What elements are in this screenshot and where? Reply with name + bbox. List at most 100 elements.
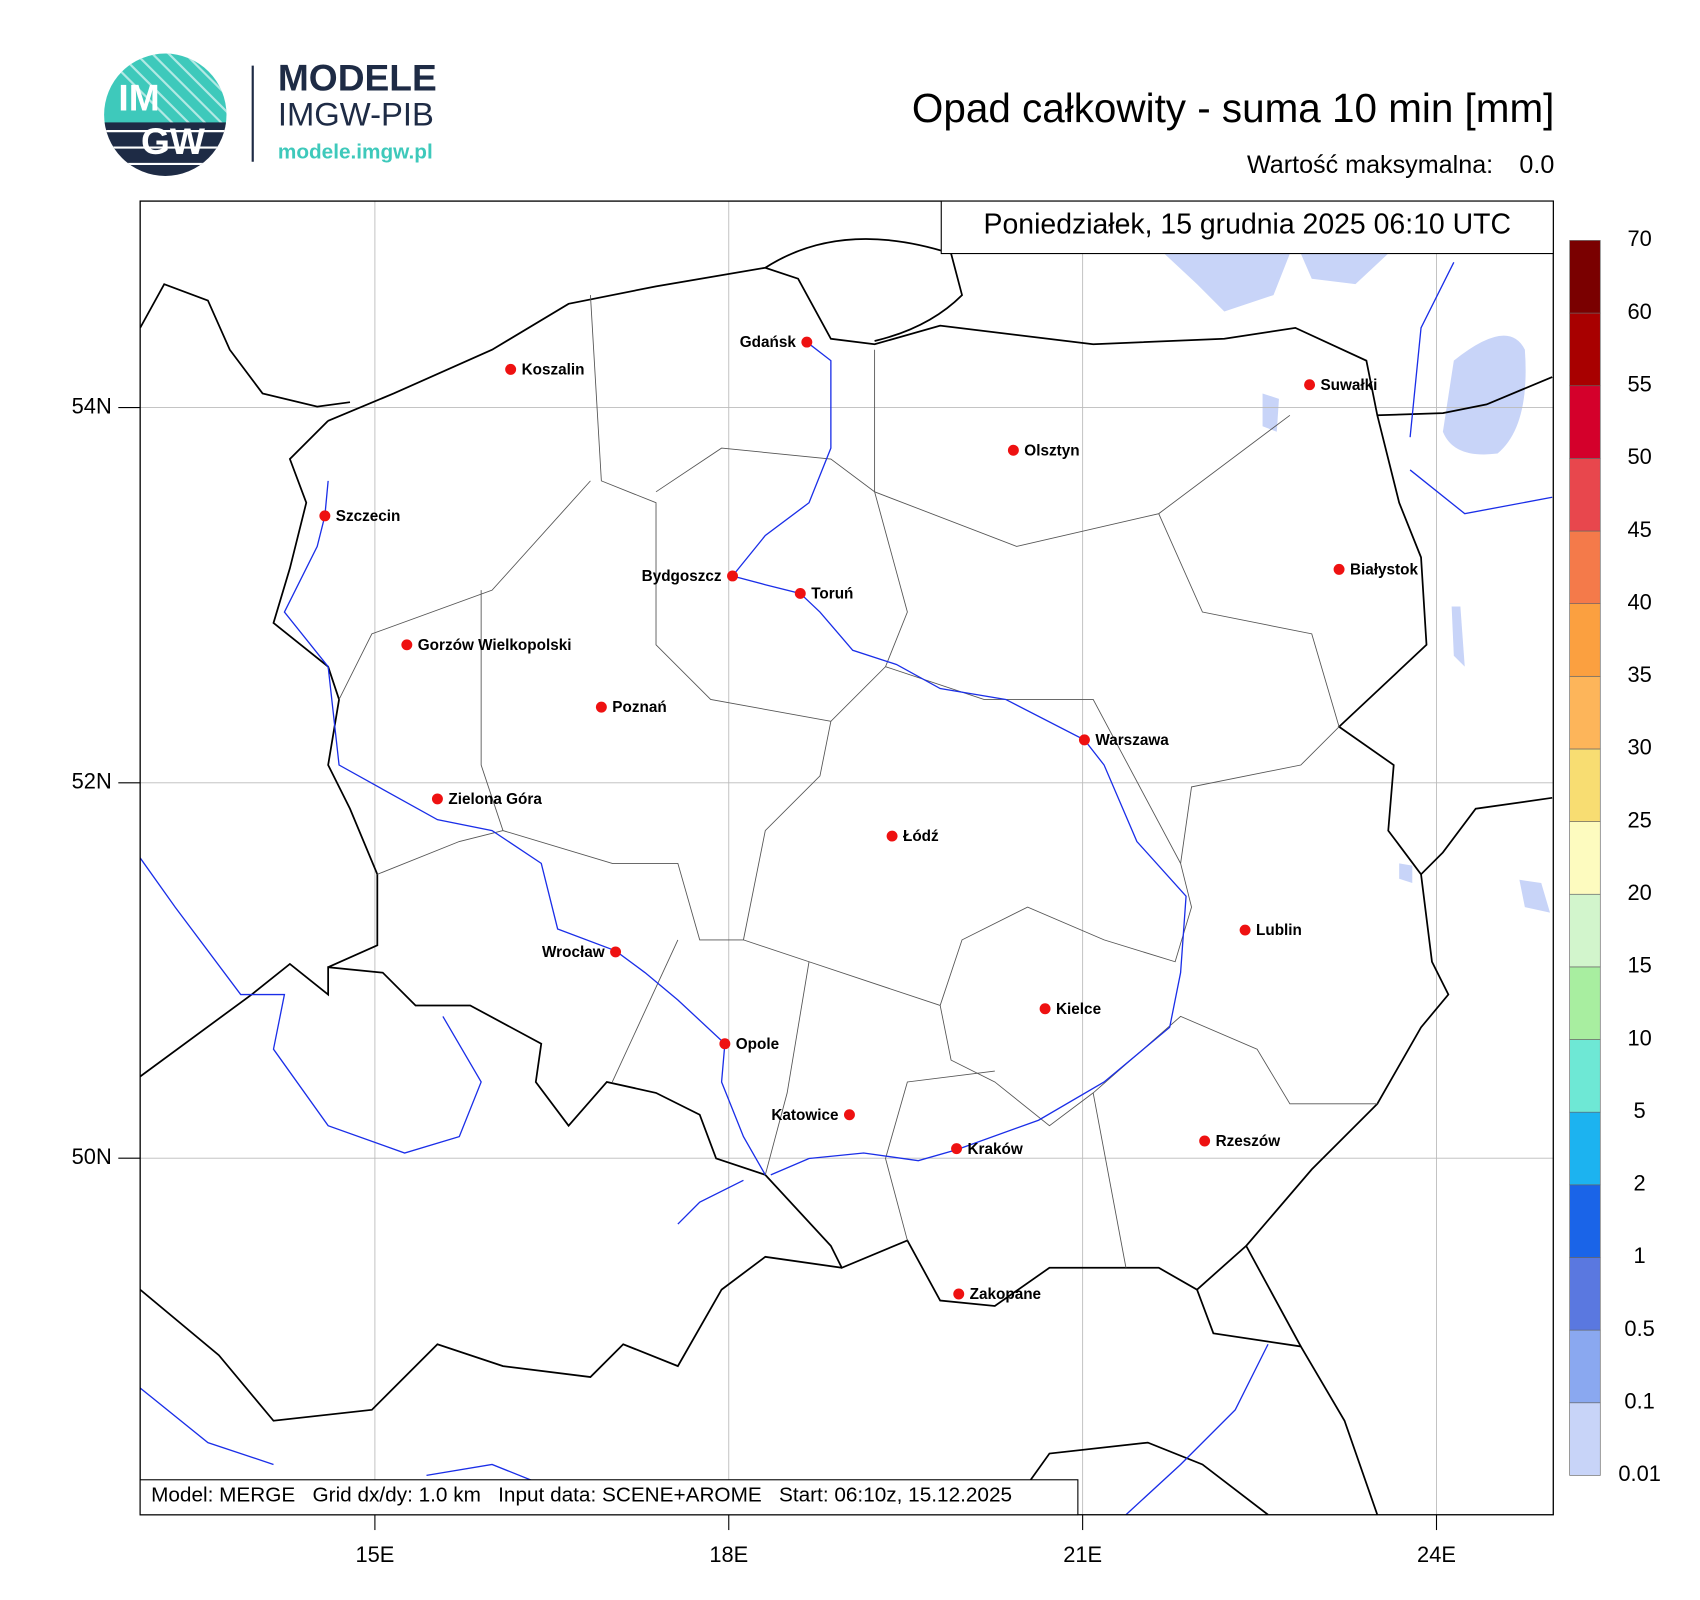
colorbar-box (1569, 530, 1601, 604)
city-marker (1239, 924, 1251, 936)
city-marker (431, 793, 443, 805)
footer: Model: MERGE Grid dx/dy: 1.0 km Input da… (151, 1484, 1012, 1507)
city-label: Wrocław (542, 944, 605, 961)
city-label: Opole (736, 1036, 779, 1053)
colorbar-label: 50 (1627, 444, 1651, 469)
date-box (940, 200, 1554, 255)
city-label: Toruń (811, 586, 853, 603)
city-label: Rzeszów (1216, 1133, 1281, 1150)
logo-url: modele.imgw.pl (278, 140, 433, 163)
logo-org: IMGW-PIB (278, 96, 434, 133)
colorbar-label: 55 (1627, 371, 1651, 396)
colorbar-label: 2 (1634, 1171, 1646, 1196)
colorbar-box (1569, 748, 1601, 822)
colorbar-label: 45 (1627, 517, 1651, 542)
colorbar-box (1569, 240, 1601, 314)
colorbar-label: 10 (1627, 1025, 1651, 1050)
borders (140, 238, 1553, 1515)
axes: 15E 18E 21E 24E 54N 52N 50N (72, 393, 1456, 1567)
logo: IM GW MODELE IMGW-PIB modele.imgw.pl (104, 53, 437, 176)
colorbar-label: 15 (1627, 953, 1651, 978)
colorbar-label: 0.01 (1618, 1461, 1661, 1486)
x-tick-label: 21E (1063, 1542, 1102, 1567)
city-marker (1078, 734, 1090, 746)
city-marker (719, 1038, 731, 1050)
colorbar-box (1569, 1039, 1601, 1113)
city-marker (794, 587, 806, 599)
colorbar-box (1569, 1184, 1601, 1258)
colorbar-box (1569, 966, 1601, 1040)
city-marker (1007, 444, 1019, 456)
x-tick-label: 15E (355, 1542, 394, 1567)
cities: Gdańsk Koszalin Szczecin Suwałki Olsztyn Biał… (319, 334, 1419, 1303)
rivers (140, 262, 1553, 1515)
grid (140, 201, 1554, 1515)
colorbar-label: 5 (1634, 1098, 1646, 1123)
colorbar-label: 60 (1627, 299, 1651, 324)
city-label: Zielona Góra (448, 791, 542, 808)
city-label: Katowice (771, 1107, 838, 1124)
colorbar-box (1569, 312, 1601, 387)
city-marker (401, 639, 413, 651)
map: Gdańsk Koszalin Szczecin Suwałki Olsztyn Biał… (140, 201, 1554, 1515)
colorbar-box (1569, 385, 1601, 459)
city-label: Szczecin (336, 508, 401, 525)
colorbar-box (1569, 1329, 1601, 1404)
colorbar-box (1569, 603, 1601, 677)
city-label: Lublin (1256, 922, 1302, 939)
colorbar-box (1569, 1402, 1601, 1476)
logo-name: MODELE (278, 57, 437, 99)
x-tick-label: 18E (709, 1542, 748, 1567)
city-marker (1304, 379, 1316, 391)
colorbar-label: 0.1 (1624, 1389, 1654, 1414)
lakes (1164, 253, 1550, 913)
city-marker (801, 336, 813, 348)
title: Opad całkowity - suma 10 min [mm] (912, 85, 1554, 131)
colorbar-label: 40 (1627, 589, 1651, 614)
city-label: Poznań (612, 699, 666, 716)
max-label: Wartość maksymalna: (1247, 151, 1493, 179)
city-marker (1199, 1135, 1211, 1147)
city-label: Kraków (967, 1141, 1022, 1158)
city-label: Łódź (903, 828, 939, 845)
city-label: Kielce (1056, 1001, 1101, 1018)
city-label: Warszawa (1095, 732, 1169, 749)
city-marker (595, 701, 607, 713)
city-label: Zakopane (970, 1286, 1041, 1303)
max-value: 0.0 (1519, 151, 1554, 179)
logo-bottom: GW (141, 120, 206, 162)
city-marker (505, 363, 517, 375)
colorbar-label: 1 (1634, 1243, 1646, 1268)
map-frame (139, 200, 1554, 1516)
colorbar-label: 30 (1627, 735, 1651, 760)
city-label: Olsztyn (1024, 442, 1079, 459)
colorbar-label: 25 (1627, 807, 1651, 832)
city-label: Białystok (1350, 562, 1419, 579)
logo-top: IM (118, 76, 159, 118)
colorbar-box (1569, 893, 1601, 968)
city-marker (727, 570, 738, 582)
colorbar-box (1569, 1257, 1601, 1331)
y-tick-label: 52N (72, 769, 112, 794)
city-marker (886, 830, 898, 842)
provinces (338, 295, 1378, 1268)
colorbar-box (1569, 458, 1601, 532)
city-marker (951, 1143, 963, 1155)
colorbar-box (1569, 1111, 1601, 1186)
colorbar-box (1569, 821, 1601, 895)
colorbar-label: 70 (1627, 226, 1651, 251)
date: Poniedziałek, 15 grudnia 2025 06:10 UTC (984, 209, 1511, 241)
city-marker (953, 1288, 965, 1300)
city-label: Suwałki (1320, 377, 1377, 394)
city-label: Bydgoszcz (642, 568, 722, 585)
city-label: Gdańsk (740, 334, 797, 351)
city-label: Gorzów Wielkopolski (418, 637, 572, 654)
colorbar-label: 0.5 (1624, 1316, 1654, 1341)
y-tick-label: 50N (72, 1144, 112, 1169)
colorbar-label: 35 (1627, 662, 1651, 687)
city-marker (1333, 563, 1345, 575)
colorbar-box (1569, 675, 1601, 750)
